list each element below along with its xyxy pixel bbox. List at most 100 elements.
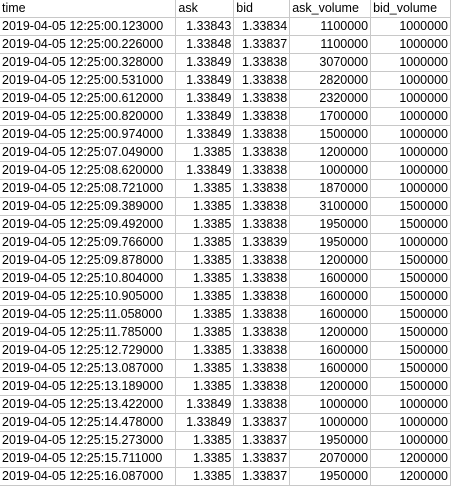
time-cell[interactable]: 2019-04-05 12:25:00.226000: [0, 35, 177, 55]
time-cell[interactable]: 2019-04-05 12:25:11.785000: [0, 323, 177, 343]
time-cell[interactable]: 2019-04-05 12:25:13.189000: [0, 377, 177, 397]
ask-volume-cell[interactable]: 1600000: [289, 305, 372, 325]
time-cell[interactable]: 2019-04-05 12:25:00.328000: [0, 53, 177, 73]
bid-cell[interactable]: 1.33837: [233, 449, 291, 469]
ask-cell[interactable]: 1.33843: [175, 17, 235, 37]
ask-cell[interactable]: 1.3385: [175, 269, 235, 289]
ask-cell[interactable]: 1.3385: [175, 431, 235, 451]
time-cell[interactable]: 2019-04-05 12:25:11.058000: [0, 305, 177, 325]
ask-volume-cell[interactable]: 1870000: [289, 179, 372, 199]
bid-cell[interactable]: 1.33838: [233, 305, 291, 325]
ask-volume-cell[interactable]: 3100000: [289, 197, 372, 217]
bid-cell[interactable]: 1.33838: [233, 179, 291, 199]
bid-volume-cell[interactable]: 1000000: [370, 71, 451, 91]
ask-volume-cell[interactable]: 3070000: [289, 53, 372, 73]
ask-cell[interactable]: 1.3385: [175, 251, 235, 271]
bid-volume-cell[interactable]: 1000000: [370, 413, 451, 433]
ask-cell[interactable]: 1.33849: [175, 395, 235, 415]
bid-volume-cell[interactable]: 1000000: [370, 233, 451, 253]
bid-cell[interactable]: 1.33837: [233, 431, 291, 451]
bid-volume-cell[interactable]: 1000000: [370, 125, 451, 145]
ask-volume-cell[interactable]: 1000000: [289, 161, 372, 181]
bid-volume-cell[interactable]: 1500000: [370, 215, 451, 235]
time-cell[interactable]: 2019-04-05 12:25:08.620000: [0, 161, 177, 181]
bid-volume-cell[interactable]: 1500000: [370, 251, 451, 271]
bid-cell[interactable]: 1.33838: [233, 269, 291, 289]
bid-cell[interactable]: 1.33838: [233, 215, 291, 235]
ask-cell[interactable]: 1.33849: [175, 89, 235, 109]
time-cell[interactable]: 2019-04-05 12:25:10.804000: [0, 269, 177, 289]
bid-cell[interactable]: 1.33838: [233, 359, 291, 379]
ask-volume-cell[interactable]: 1200000: [289, 377, 372, 397]
bid-cell[interactable]: 1.33838: [233, 53, 291, 73]
ask-cell[interactable]: 1.33849: [175, 161, 235, 181]
ask-cell[interactable]: 1.3385: [175, 179, 235, 199]
time-cell[interactable]: 2019-04-05 12:25:09.766000: [0, 233, 177, 253]
bid-volume-cell[interactable]: 1500000: [370, 377, 451, 397]
ask-volume-cell[interactable]: 1600000: [289, 359, 372, 379]
time-cell[interactable]: 2019-04-05 12:25:00.612000: [0, 89, 177, 109]
ask-volume-cell[interactable]: 1100000: [289, 17, 372, 37]
bid-volume-cell[interactable]: 1000000: [370, 53, 451, 73]
time-cell[interactable]: 2019-04-05 12:25:07.049000: [0, 143, 177, 163]
bid-cell[interactable]: 1.33837: [233, 35, 291, 55]
ask-cell[interactable]: 1.3385: [175, 287, 235, 307]
time-cell[interactable]: 2019-04-05 12:25:00.531000: [0, 71, 177, 91]
time-cell[interactable]: 2019-04-05 12:25:00.974000: [0, 125, 177, 145]
ask-volume-cell[interactable]: 1200000: [289, 251, 372, 271]
ask-cell[interactable]: 1.3385: [175, 377, 235, 397]
ask-cell[interactable]: 1.3385: [175, 305, 235, 325]
ask-volume-cell[interactable]: 1200000: [289, 323, 372, 343]
ask-volume-cell[interactable]: 1950000: [289, 431, 372, 451]
bid-volume-cell[interactable]: 1200000: [370, 467, 451, 486]
ask-volume-cell[interactable]: 1600000: [289, 287, 372, 307]
time-cell[interactable]: 2019-04-05 12:25:15.711000: [0, 449, 177, 469]
ask-volume-cell[interactable]: 1000000: [289, 395, 372, 415]
time-cell[interactable]: 2019-04-05 12:25:14.478000: [0, 413, 177, 433]
header-cell-ask[interactable]: ask: [175, 0, 235, 19]
bid-cell[interactable]: 1.33839: [233, 233, 291, 253]
ask-cell[interactable]: 1.3385: [175, 323, 235, 343]
bid-cell[interactable]: 1.33838: [233, 287, 291, 307]
time-cell[interactable]: 2019-04-05 12:25:00.820000: [0, 107, 177, 127]
ask-volume-cell[interactable]: 1700000: [289, 107, 372, 127]
bid-cell[interactable]: 1.33837: [233, 467, 291, 486]
header-cell-time[interactable]: time: [0, 0, 177, 19]
bid-volume-cell[interactable]: 1000000: [370, 395, 451, 415]
time-cell[interactable]: 2019-04-05 12:25:12.729000: [0, 341, 177, 361]
header-cell-bid-volume[interactable]: bid_volume: [370, 0, 451, 19]
bid-volume-cell[interactable]: 1000000: [370, 17, 451, 37]
bid-cell[interactable]: 1.33838: [233, 143, 291, 163]
time-cell[interactable]: 2019-04-05 12:25:08.721000: [0, 179, 177, 199]
bid-volume-cell[interactable]: 1500000: [370, 305, 451, 325]
bid-volume-cell[interactable]: 1500000: [370, 269, 451, 289]
bid-cell[interactable]: 1.33838: [233, 71, 291, 91]
bid-volume-cell[interactable]: 1000000: [370, 143, 451, 163]
time-cell[interactable]: 2019-04-05 12:25:09.492000: [0, 215, 177, 235]
bid-cell[interactable]: 1.33838: [233, 197, 291, 217]
ask-cell[interactable]: 1.3385: [175, 467, 235, 486]
bid-volume-cell[interactable]: 1000000: [370, 107, 451, 127]
bid-cell[interactable]: 1.33838: [233, 323, 291, 343]
time-cell[interactable]: 2019-04-05 12:25:16.087000: [0, 467, 177, 486]
bid-cell[interactable]: 1.33834: [233, 17, 291, 37]
ask-cell[interactable]: 1.3385: [175, 233, 235, 253]
time-cell[interactable]: 2019-04-05 12:25:00.123000: [0, 17, 177, 37]
header-cell-ask-volume[interactable]: ask_volume: [289, 0, 372, 19]
ask-volume-cell[interactable]: 1200000: [289, 143, 372, 163]
ask-volume-cell[interactable]: 1000000: [289, 413, 372, 433]
bid-volume-cell[interactable]: 1500000: [370, 341, 451, 361]
bid-volume-cell[interactable]: 1000000: [370, 35, 451, 55]
ask-volume-cell[interactable]: 1950000: [289, 233, 372, 253]
header-cell-bid[interactable]: bid: [233, 0, 291, 19]
time-cell[interactable]: 2019-04-05 12:25:13.087000: [0, 359, 177, 379]
bid-volume-cell[interactable]: 1500000: [370, 359, 451, 379]
ask-volume-cell[interactable]: 1950000: [289, 467, 372, 486]
bid-cell[interactable]: 1.33838: [233, 377, 291, 397]
bid-cell[interactable]: 1.33838: [233, 161, 291, 181]
ask-cell[interactable]: 1.3385: [175, 143, 235, 163]
ask-cell[interactable]: 1.33849: [175, 413, 235, 433]
ask-volume-cell[interactable]: 1500000: [289, 125, 372, 145]
bid-cell[interactable]: 1.33838: [233, 89, 291, 109]
time-cell[interactable]: 2019-04-05 12:25:09.389000: [0, 197, 177, 217]
